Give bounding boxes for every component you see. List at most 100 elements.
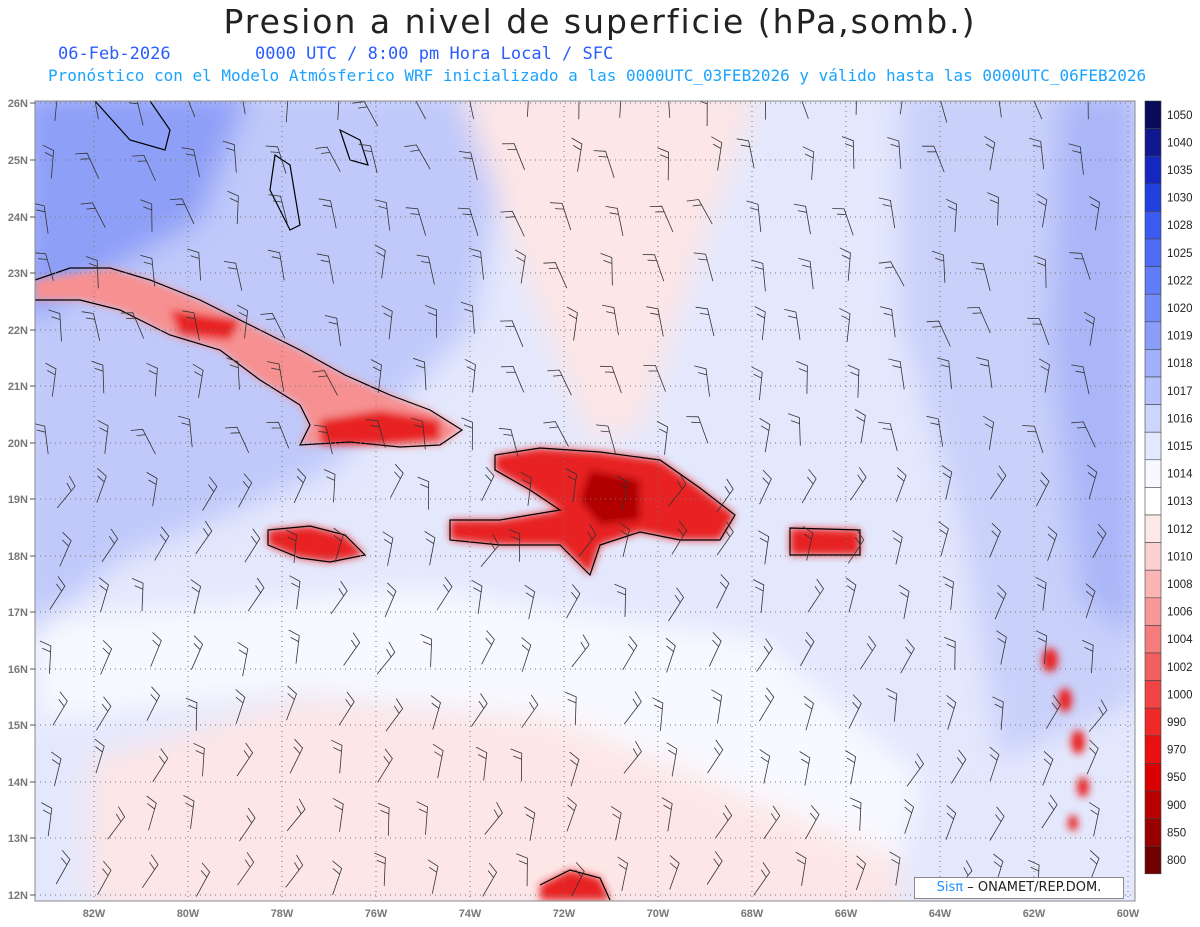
wind-barb	[420, 634, 433, 668]
wind-barb	[566, 584, 581, 619]
wind-barb	[665, 637, 676, 673]
colorbar-label: 1015	[1167, 441, 1193, 453]
wind-barb	[619, 522, 630, 557]
wind-barb	[926, 320, 951, 347]
colorbar-label: 1018	[1167, 358, 1193, 370]
wind-barb	[140, 254, 156, 287]
wind-barb	[984, 136, 996, 171]
wind-barb	[1047, 526, 1058, 561]
wind-barb	[716, 478, 734, 513]
wind-barb	[193, 742, 205, 777]
colorbar-swatch	[1144, 735, 1162, 764]
wind-barb	[337, 101, 340, 120]
wind-barb	[1088, 699, 1108, 733]
wind-barb	[1038, 358, 1050, 393]
wind-barb	[753, 862, 771, 896]
wind-barb	[1088, 850, 1100, 885]
land-dominica	[1058, 688, 1072, 712]
wind-barb	[430, 695, 441, 730]
wind-barb	[751, 259, 766, 292]
wind-barb	[469, 101, 474, 119]
wind-barb	[471, 693, 488, 727]
wind-barb	[756, 638, 773, 672]
wind-barb	[482, 862, 498, 897]
wind-barb	[906, 753, 924, 787]
land-venezuela	[540, 870, 610, 900]
wind-barb	[617, 856, 629, 891]
coastline-puerto-rico	[789, 527, 861, 556]
wind-barb	[1069, 252, 1091, 280]
wind-barb	[565, 691, 577, 725]
wind-barb	[508, 529, 521, 562]
wind-barb	[1085, 583, 1096, 619]
wind-barb	[436, 576, 453, 611]
wind-barb	[170, 198, 195, 225]
wind-barb	[96, 467, 107, 503]
wind-barb	[1089, 196, 1101, 231]
wind-barb	[759, 469, 772, 505]
wind-barb	[803, 695, 814, 731]
land-hispaniola-core	[580, 470, 640, 525]
colorbar-label: 1000	[1167, 689, 1193, 701]
colorbar-swatch	[1144, 321, 1162, 350]
wind-barb	[267, 361, 285, 392]
wind-barb	[889, 851, 901, 886]
colorbar-swatch	[1144, 542, 1162, 571]
wind-barb	[222, 140, 237, 173]
wind-barb	[120, 312, 145, 339]
coastline-bahamas-andros	[269, 153, 301, 231]
wind-barb	[860, 635, 877, 670]
wind-barb	[152, 748, 169, 783]
wind-barb	[1035, 472, 1050, 507]
wind-barb	[331, 739, 343, 774]
colorbar-swatch	[1144, 155, 1162, 185]
wind-barb	[266, 421, 290, 449]
wind-barb	[385, 698, 404, 732]
colorbar-swatch	[1144, 707, 1162, 737]
wind-barb	[1045, 694, 1062, 729]
wind-barb	[784, 309, 801, 340]
colorbar-swatch	[1144, 459, 1162, 488]
wind-barb	[332, 860, 343, 896]
wind-barb	[616, 475, 628, 510]
wind-barb	[333, 527, 344, 563]
wind-barb	[801, 469, 817, 504]
colorbar-swatch	[1144, 266, 1162, 295]
wind-barb	[599, 365, 622, 394]
wind-barb	[286, 685, 297, 721]
wind-barb	[48, 309, 62, 342]
wind-barb	[855, 855, 867, 891]
wind-barb	[1036, 193, 1048, 228]
wind-barb	[1029, 137, 1045, 170]
wind-barb	[411, 417, 426, 450]
wind-barb	[332, 797, 344, 832]
wind-barb	[50, 751, 62, 787]
land-st-vincent	[1068, 815, 1078, 831]
wind-barb	[989, 806, 1005, 841]
wind-barb	[101, 528, 119, 563]
wind-barb	[376, 641, 396, 675]
wind-barb	[100, 640, 113, 675]
wind-barb	[510, 748, 523, 782]
land-martinique	[1071, 730, 1085, 754]
colorbar-swatch	[1144, 487, 1162, 516]
wind-barb	[195, 862, 211, 897]
colorbar-swatch	[1144, 569, 1162, 599]
wind-barb	[695, 306, 715, 337]
wind-barb	[1086, 464, 1098, 500]
lon-label: 80W	[177, 908, 200, 920]
wind-barb	[527, 101, 529, 117]
wind-barb	[686, 416, 709, 444]
wind-barb	[471, 579, 483, 614]
wind-barb	[926, 415, 944, 447]
wind-barb	[424, 531, 436, 566]
colorbar-label: 1019	[1167, 331, 1193, 343]
sisp-logo-text: Sisπ	[936, 880, 964, 895]
wind-barb	[80, 202, 106, 228]
lon-label: 70W	[647, 908, 670, 920]
wind-barb	[796, 360, 808, 394]
wind-barb	[49, 576, 66, 610]
wind-barb	[35, 423, 49, 455]
coastline-bahamas-abaco	[338, 128, 369, 166]
colorbar-label: 1006	[1167, 607, 1193, 619]
